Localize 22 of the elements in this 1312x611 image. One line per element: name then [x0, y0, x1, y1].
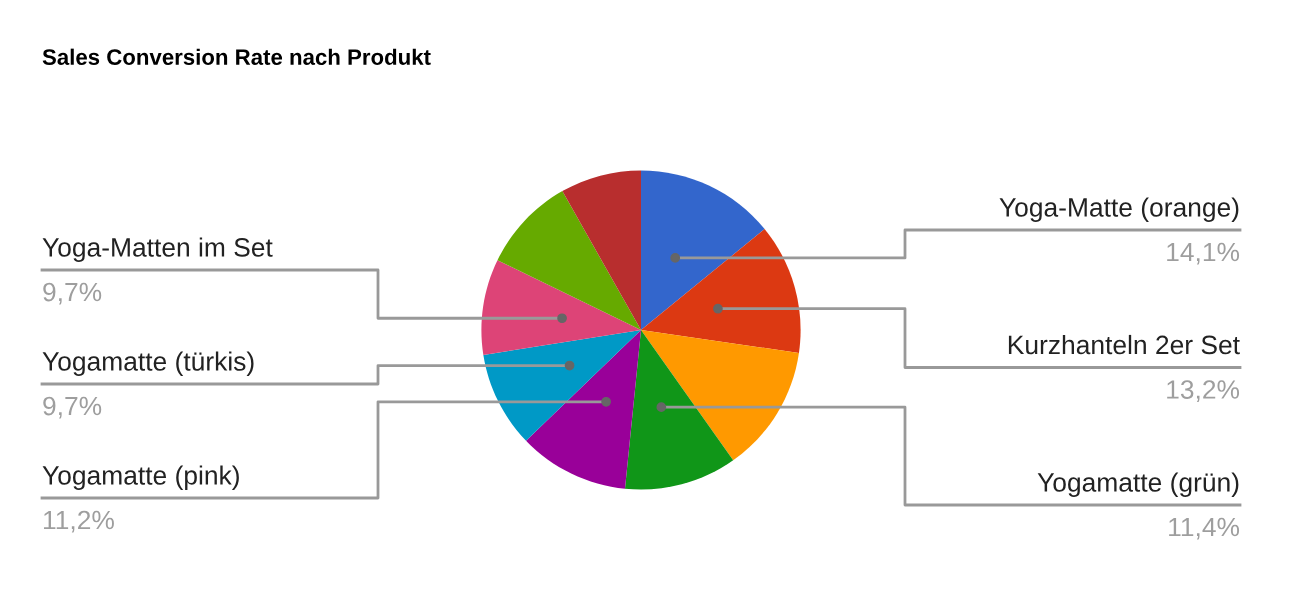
data-label: 11,2%	[44, 510, 114, 533]
pie-slice	[641, 170, 765, 330]
data-label: 14,1%	[1167, 242, 1240, 265]
slice-label: Yogamatte (grün)	[1037, 472, 1239, 497]
slice-label: Yoga-Matte (orange)	[999, 197, 1239, 222]
pie-slice	[641, 330, 799, 461]
slice-label: Yogamatte (türkis)	[42, 351, 254, 376]
data-label: 9,7%	[43, 396, 102, 419]
data-label: 11,4%	[1169, 517, 1240, 540]
pie-slice	[483, 330, 641, 441]
slice-label: Yogamatte (pink)	[42, 465, 239, 490]
slice-label: Kurzhanteln 2er Set	[1008, 334, 1240, 355]
pie-slice	[497, 191, 641, 330]
pie-slice	[481, 260, 641, 355]
pie-slice	[641, 229, 801, 353]
chart-title: Sales Conversion Rate nach Produkt	[42, 48, 431, 65]
data-label: 9,7%	[43, 282, 102, 305]
slice-label: Yoga-Matten im Set	[42, 237, 273, 262]
data-label: 13,2%	[1167, 380, 1240, 402]
pie-slice	[526, 330, 641, 489]
pie-slice	[624, 330, 734, 490]
pie-slice	[562, 170, 641, 330]
